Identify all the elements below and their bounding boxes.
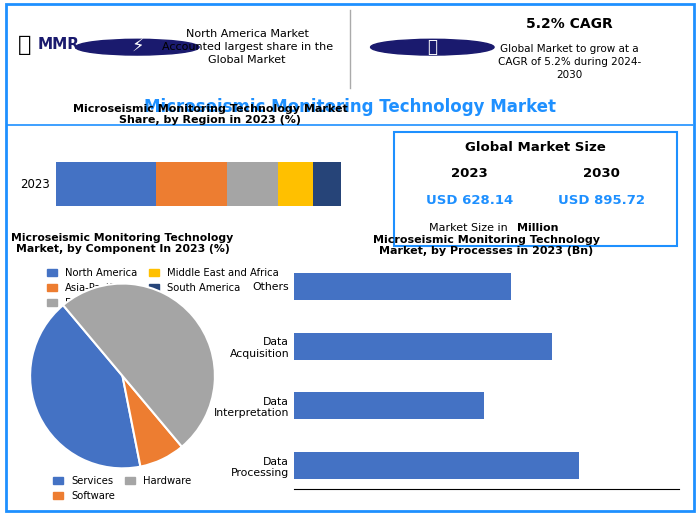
Title: Microseismic Monitoring Technology
Market, by Component In 2023 (%): Microseismic Monitoring Technology Marke… — [11, 232, 234, 254]
Text: Market Size in: Market Size in — [429, 223, 512, 233]
Text: 🔥: 🔥 — [427, 38, 438, 56]
Text: Global Market to grow at a
CAGR of 5.2% during 2024-
2030: Global Market to grow at a CAGR of 5.2% … — [498, 44, 641, 80]
Wedge shape — [63, 284, 215, 447]
Bar — [294, 273, 511, 300]
Text: North America Market
Accounted largest share in the
Global Market: North America Market Accounted largest s… — [162, 29, 332, 65]
Text: ⚡: ⚡ — [131, 38, 144, 56]
Bar — [227, 162, 279, 206]
Text: USD 895.72: USD 895.72 — [558, 194, 645, 207]
Title: Microseismic Monitoring Technology Market
Share, by Region in 2023 (%): Microseismic Monitoring Technology Marke… — [73, 104, 347, 125]
Text: Million: Million — [517, 223, 559, 233]
Text: USD 628.14: USD 628.14 — [426, 194, 513, 207]
Title: Microseismic Monitoring Technology
Market, by Processes in 2023 (Bn): Microseismic Monitoring Technology Marke… — [373, 235, 600, 256]
Text: 5.2% CAGR: 5.2% CAGR — [526, 18, 613, 31]
Wedge shape — [30, 305, 141, 468]
Text: MMR: MMR — [37, 37, 79, 52]
Text: Global Market Size: Global Market Size — [465, 141, 606, 154]
Text: 🌐: 🌐 — [18, 35, 31, 55]
Text: Microseismic Monitoring Technology Market: Microseismic Monitoring Technology Marke… — [144, 98, 556, 116]
Legend: Services, Software, Hardware: Services, Software, Hardware — [50, 472, 195, 505]
Circle shape — [76, 39, 199, 55]
FancyBboxPatch shape — [394, 132, 677, 246]
Wedge shape — [122, 376, 182, 467]
Bar — [294, 452, 579, 479]
Bar — [279, 162, 313, 206]
Text: 2030: 2030 — [583, 167, 620, 180]
Circle shape — [370, 39, 494, 55]
Bar — [294, 333, 552, 359]
Bar — [313, 162, 341, 206]
Bar — [156, 162, 227, 206]
Legend: North America, Asia-Pacific, Europe, Middle East and Africa, South America: North America, Asia-Pacific, Europe, Mid… — [43, 264, 283, 313]
Bar — [294, 392, 484, 419]
Text: 2023: 2023 — [20, 178, 50, 191]
Bar — [56, 162, 156, 206]
Text: 2023: 2023 — [451, 167, 488, 180]
